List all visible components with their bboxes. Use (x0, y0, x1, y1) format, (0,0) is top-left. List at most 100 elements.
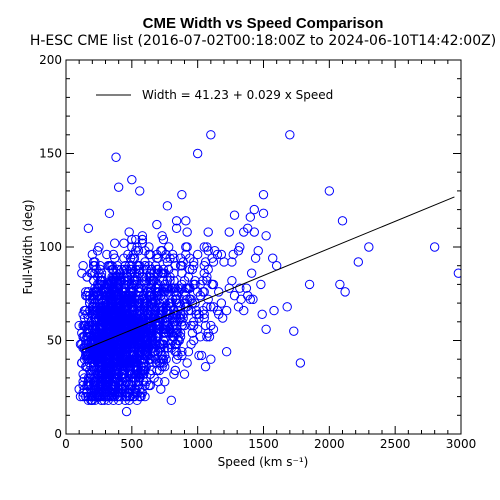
x-tick-label: 0 (62, 437, 70, 451)
data-point (133, 283, 144, 293)
data-point (141, 272, 152, 282)
data-point (169, 328, 179, 338)
data-point (200, 257, 211, 267)
x-axis-label: Speed (km s⁻¹) (218, 455, 309, 469)
y-axis-label: Full-Width (deg) (21, 199, 35, 294)
data-point (158, 283, 169, 293)
data-point (268, 253, 278, 263)
data-point (214, 309, 224, 320)
data-point (129, 391, 140, 402)
data-point (202, 302, 212, 312)
data-point (104, 350, 115, 361)
data-point (335, 279, 345, 290)
data-point (178, 313, 188, 323)
legend: Width = 41.23 + 0.029 x Speed (96, 88, 333, 102)
data-point (171, 223, 182, 234)
data-point (202, 242, 212, 252)
data-point (282, 302, 292, 312)
data-point (102, 249, 112, 260)
data-point (129, 253, 140, 263)
data-point (78, 320, 88, 331)
data-point (165, 339, 175, 349)
data-point (111, 320, 121, 331)
data-point (91, 287, 101, 297)
data-point (106, 380, 116, 391)
data-point (119, 294, 129, 305)
data-point (203, 294, 213, 305)
data-point (110, 365, 120, 376)
data-point (216, 298, 227, 308)
data-point (173, 305, 183, 316)
data-point (158, 339, 169, 349)
data-point (167, 294, 178, 305)
data-point (337, 216, 348, 226)
chart-subtitle: H-ESC CME list (2016-07-02T00:18:00Z to … (30, 33, 496, 49)
data-point (206, 354, 216, 364)
data-point (182, 358, 192, 368)
y-tick-label: 150 (39, 147, 62, 161)
data-point (156, 358, 166, 368)
data-point (81, 350, 91, 361)
data-point (135, 186, 145, 196)
data-point (121, 406, 132, 417)
data-point (131, 365, 141, 376)
data-point (87, 249, 98, 260)
data-point (149, 309, 159, 320)
data-point (78, 261, 88, 271)
data-point (83, 376, 94, 387)
data-point (208, 257, 219, 267)
data-point (177, 283, 187, 293)
data-point (249, 204, 259, 215)
y-axis-tick-labels: 0 50 100 150 200 (39, 53, 62, 441)
data-point (246, 268, 257, 278)
data-point (90, 324, 100, 334)
data-point (181, 216, 191, 226)
data-point (167, 249, 178, 260)
data-point (90, 358, 100, 368)
data-point (195, 332, 206, 342)
data-point (146, 264, 157, 275)
data-point (189, 317, 199, 327)
data-point (340, 287, 350, 297)
data-point (196, 350, 207, 361)
data-point (229, 290, 240, 301)
data-point (198, 287, 208, 297)
data-point (182, 227, 192, 237)
data-point (88, 354, 99, 364)
data-point (169, 369, 179, 379)
data-point (157, 354, 167, 364)
data-point (119, 238, 129, 248)
data-point (100, 283, 111, 293)
data-point (137, 238, 148, 248)
data-point (124, 227, 134, 237)
data-point (194, 350, 204, 361)
data-point (102, 320, 112, 331)
data-point (135, 373, 145, 383)
data-point (169, 275, 179, 286)
data-point (202, 272, 212, 282)
data-point (171, 354, 182, 364)
x-tick-label: 3000 (446, 437, 477, 451)
data-point (135, 391, 145, 402)
data-point (175, 253, 186, 263)
data-point (127, 174, 137, 185)
data-point (160, 376, 170, 387)
data-point (103, 302, 113, 312)
data-point (113, 182, 124, 192)
data-point (131, 354, 141, 364)
data-point (199, 313, 209, 323)
data-point (88, 261, 99, 271)
data-point (112, 283, 123, 293)
data-point (133, 294, 144, 305)
data-point (117, 358, 128, 368)
data-point (161, 328, 171, 338)
data-point (239, 305, 249, 316)
data-point (181, 283, 191, 293)
data-point (170, 365, 180, 376)
data-point (158, 328, 169, 338)
y-tick-label: 100 (39, 240, 62, 254)
data-point (140, 380, 150, 391)
data-point (108, 249, 119, 260)
data-point (107, 328, 117, 338)
